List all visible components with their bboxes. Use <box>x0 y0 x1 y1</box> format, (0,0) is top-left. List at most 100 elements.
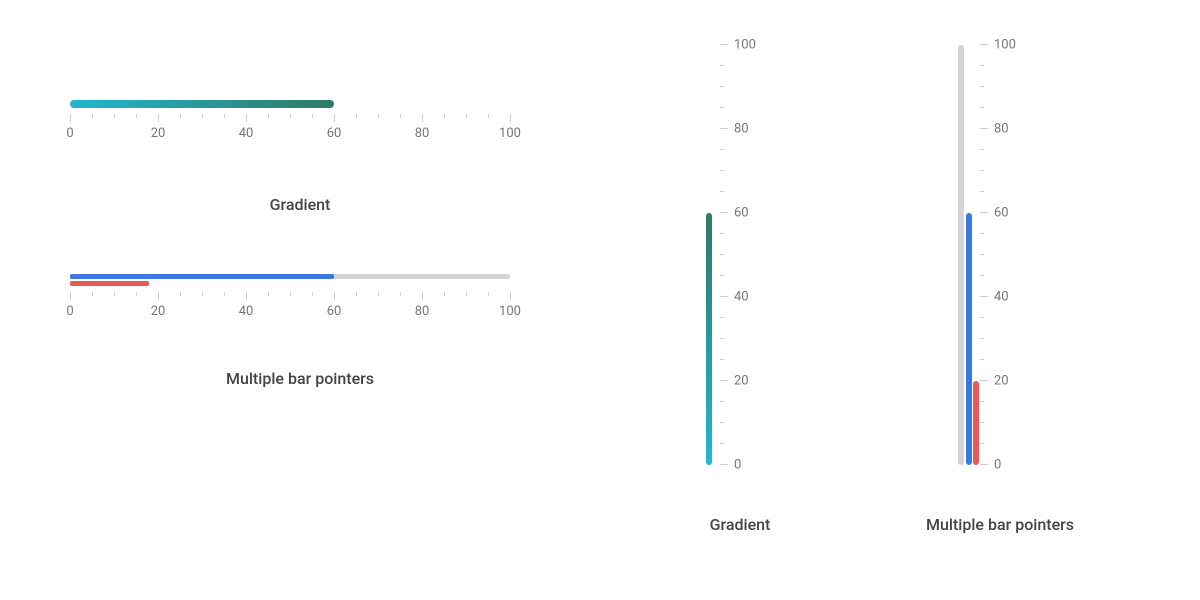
h-gauge-multi-title: Multiple bar pointers <box>70 369 530 388</box>
tick-major <box>510 292 511 300</box>
tick-label: 40 <box>239 304 254 319</box>
tick-label: 100 <box>994 38 1016 53</box>
tick-minor <box>466 114 467 118</box>
tick-minor <box>92 292 93 296</box>
tick-major <box>720 380 728 381</box>
tick-major <box>980 296 988 297</box>
gradient-bar <box>706 213 712 465</box>
tick-major <box>70 114 71 122</box>
tick-major <box>246 292 247 300</box>
tick-minor <box>356 292 357 296</box>
tick-minor <box>980 443 984 444</box>
tick-major <box>980 380 988 381</box>
tick-major <box>720 464 728 465</box>
tick-major <box>158 114 159 122</box>
tick-minor <box>400 114 401 118</box>
tick-label: 0 <box>66 304 73 319</box>
tick-minor <box>720 275 724 276</box>
tick-label: 80 <box>415 126 430 141</box>
tick-minor <box>980 422 984 423</box>
tick-minor <box>980 233 984 234</box>
tick-minor <box>378 292 379 296</box>
gradient-bar <box>70 100 334 108</box>
value-bar-1 <box>973 381 979 465</box>
tick-major <box>246 114 247 122</box>
tick-minor <box>202 292 203 296</box>
tick-minor <box>466 292 467 296</box>
vertical-gauges-column: 020406080100 Gradient 020406080100 Multi… <box>650 45 1170 585</box>
horizontal-gauges-column: 020406080100 Gradient 020406080100 Multi… <box>70 100 530 448</box>
tick-major <box>720 44 728 45</box>
tick-minor <box>980 65 984 66</box>
tick-minor <box>980 191 984 192</box>
tick-minor <box>202 114 203 118</box>
tick-minor <box>980 338 984 339</box>
tick-label: 60 <box>327 304 342 319</box>
tick-minor <box>114 114 115 118</box>
tick-label: 100 <box>499 126 521 141</box>
value-bar-0 <box>70 274 334 279</box>
tick-label: 80 <box>734 122 749 137</box>
tick-major <box>510 114 511 122</box>
tick-minor <box>488 114 489 118</box>
tick-major <box>334 292 335 300</box>
v-gauge-multi-title: Multiple bar pointers <box>910 515 1090 534</box>
v-gauge-multi-block: 020406080100 Multiple bar pointers <box>910 45 1090 465</box>
tick-minor <box>980 107 984 108</box>
tick-label: 60 <box>327 126 342 141</box>
tick-minor <box>290 292 291 296</box>
tick-label: 0 <box>994 458 1001 473</box>
axis: 020406080100 <box>70 114 510 144</box>
h-gauge-multi-block: 020406080100 Multiple bar pointers <box>70 274 530 388</box>
tick-minor <box>980 254 984 255</box>
tick-major <box>720 296 728 297</box>
tick-major <box>334 114 335 122</box>
tick-minor <box>720 254 724 255</box>
tick-major <box>980 464 988 465</box>
tick-minor <box>224 292 225 296</box>
tick-minor <box>720 401 724 402</box>
tick-label: 100 <box>499 304 521 319</box>
value-bar-1 <box>70 281 149 286</box>
tick-label: 60 <box>734 206 749 221</box>
tick-minor <box>312 292 313 296</box>
tick-minor <box>268 114 269 118</box>
tick-minor <box>980 149 984 150</box>
tick-minor <box>720 107 724 108</box>
tick-minor <box>980 359 984 360</box>
tick-major <box>720 128 728 129</box>
tick-minor <box>400 292 401 296</box>
tick-minor <box>180 292 181 296</box>
tick-major <box>980 128 988 129</box>
tick-minor <box>720 317 724 318</box>
tick-minor <box>720 338 724 339</box>
tick-minor <box>980 86 984 87</box>
v-gauge-gradient-title: Gradient <box>650 515 830 534</box>
axis: 020406080100 <box>720 45 721 465</box>
tick-label: 20 <box>734 374 749 389</box>
axis: 020406080100 <box>70 292 510 322</box>
v-gauge-gradient-block: 020406080100 Gradient <box>650 45 830 465</box>
tick-minor <box>92 114 93 118</box>
tick-label: 40 <box>239 126 254 141</box>
h-gauge-gradient: 020406080100 <box>70 100 510 140</box>
tick-minor <box>180 114 181 118</box>
h-gauge-gradient-title: Gradient <box>70 195 530 214</box>
tick-minor <box>720 359 724 360</box>
tick-minor <box>720 443 724 444</box>
tick-major <box>422 292 423 300</box>
h-gauge-gradient-block: 020406080100 Gradient <box>70 100 530 214</box>
tick-minor <box>720 170 724 171</box>
track-bar <box>958 45 964 465</box>
tick-minor <box>444 114 445 118</box>
tick-label: 40 <box>734 290 749 305</box>
tick-label: 20 <box>151 304 166 319</box>
tick-minor <box>356 114 357 118</box>
tick-label: 80 <box>994 122 1009 137</box>
tick-minor <box>444 292 445 296</box>
tick-minor <box>720 86 724 87</box>
tick-minor <box>980 401 984 402</box>
tick-minor <box>488 292 489 296</box>
tick-label: 60 <box>994 206 1009 221</box>
tick-label: 100 <box>734 38 756 53</box>
